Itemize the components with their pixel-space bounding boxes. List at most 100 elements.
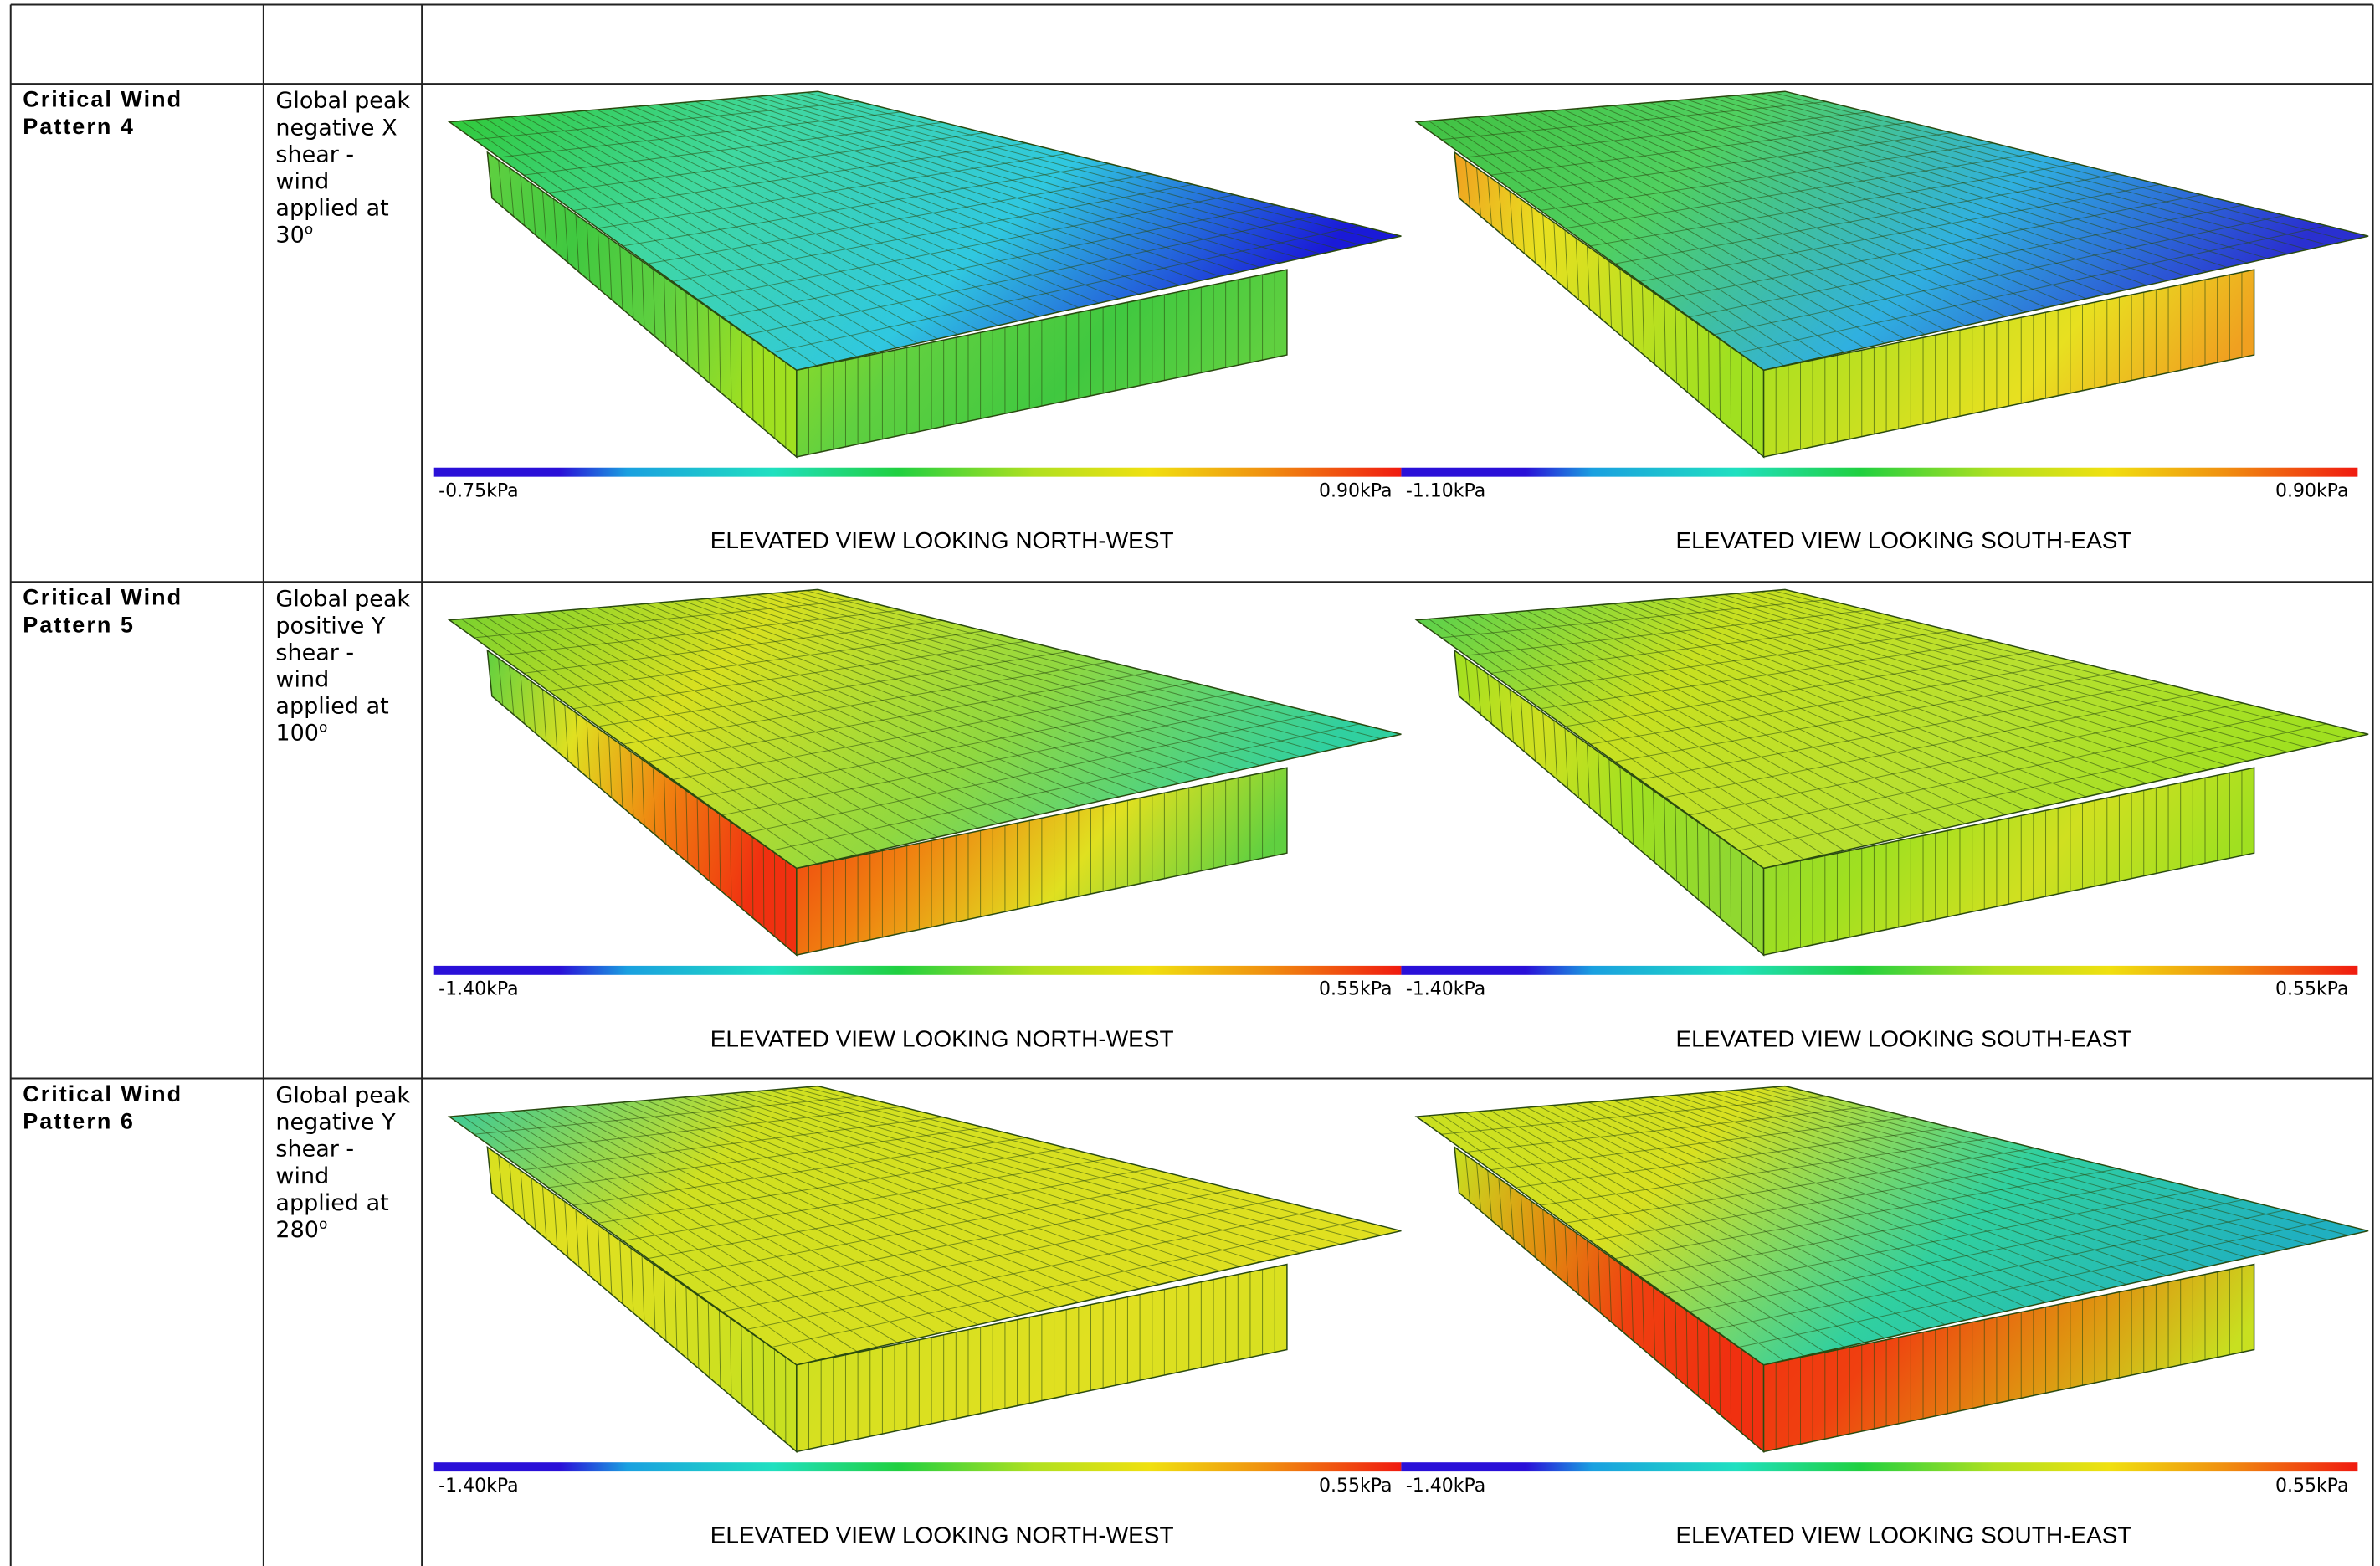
wall-line: [586, 1217, 591, 1276]
roof-line: [621, 107, 1080, 308]
colorbar: [1401, 965, 2358, 975]
roof-line: [1637, 103, 2127, 290]
wall-line: [1575, 238, 1580, 300]
roof-line: [719, 1093, 1240, 1267]
wall-line: [1475, 1163, 1482, 1212]
roof-line: [1539, 609, 1966, 824]
wall-line: [1475, 665, 1482, 715]
wall-line: [531, 183, 536, 235]
wall-line: [1575, 736, 1580, 798]
wall-line: [1696, 323, 1700, 402]
roof-line: [707, 100, 1220, 277]
roof-line: [1551, 110, 1986, 321]
roof-line: [1551, 608, 1986, 820]
wall-line: [1520, 1194, 1526, 1249]
wall-line: [718, 316, 721, 393]
wall-line: [1719, 339, 1721, 420]
wall-line: [564, 705, 569, 762]
wall-line: [498, 658, 504, 706]
roof-line: [744, 97, 1281, 264]
roof-line: [1674, 598, 2188, 775]
description-line: 280o: [275, 1216, 327, 1243]
roof-line: [756, 593, 1301, 757]
roof-line: [744, 595, 1281, 762]
wall-line: [630, 751, 634, 817]
roof-line: [1526, 610, 1946, 829]
roof-line: [1490, 614, 1885, 842]
roof-line: [731, 596, 1260, 767]
roof-line: [1699, 596, 2228, 767]
roof-line: [645, 105, 1120, 300]
wall-line: [1598, 1248, 1602, 1313]
wall-line: [741, 331, 743, 411]
roof-line: [731, 98, 1260, 268]
wall-line: [1696, 1317, 1700, 1397]
wall-line: [741, 829, 743, 909]
roof-line: [1649, 600, 2147, 784]
roof-line: [559, 610, 978, 829]
roof-line: [781, 592, 1341, 748]
roof-line: [1428, 120, 1784, 367]
wall-line: [1664, 300, 1667, 374]
roof-line: [1736, 1090, 2288, 1250]
roof-line: [1747, 1088, 2308, 1245]
wall-line: [1487, 1170, 1493, 1221]
wall-line: [1619, 767, 1623, 835]
roof-line: [1723, 593, 2268, 757]
wall-line: [1464, 160, 1471, 208]
wall-line: [509, 665, 515, 715]
roof-line: [608, 606, 1059, 811]
roof-line: [1699, 1092, 2228, 1263]
wall-line: [751, 837, 754, 918]
wall-line: [1553, 1217, 1558, 1276]
roof-line: [1563, 1104, 2006, 1312]
roof-line: [1736, 95, 2288, 254]
wall-line: [541, 191, 547, 244]
roof-line: [584, 1105, 1019, 1317]
wall-line: [1542, 712, 1547, 771]
roof-line: [1477, 116, 1865, 348]
roof-line: [695, 100, 1200, 281]
wall-line: [553, 696, 558, 752]
wall-line: [608, 736, 613, 798]
roof-line: [1674, 100, 2188, 277]
wall-line: [718, 814, 721, 891]
wall-line: [1531, 1201, 1536, 1258]
wall-line: [1553, 222, 1558, 282]
roof-line: [1772, 590, 2349, 740]
roof-line: [719, 597, 1240, 771]
wall-line: [1464, 1154, 1471, 1203]
wall-line: [541, 689, 547, 743]
roof-line: [572, 111, 998, 326]
roof-line: [633, 1101, 1100, 1299]
degree-sign: o: [319, 720, 327, 737]
roof-line: [498, 1112, 878, 1348]
colorbar-max: 0.90kPa: [2275, 480, 2348, 501]
wall-line: [1630, 1271, 1634, 1341]
roof-line: [768, 1090, 1321, 1250]
wall-line: [1685, 814, 1689, 891]
roof-line: [1699, 98, 2228, 268]
wall-line: [1719, 1333, 1721, 1415]
roof-line: [1588, 107, 2046, 308]
roof-line: [559, 1106, 978, 1326]
wall-line: [1464, 658, 1471, 706]
wall-line: [664, 1271, 667, 1341]
roof-line: [1563, 109, 2006, 317]
wall-line: [1708, 331, 1711, 411]
roof-line: [695, 1096, 1200, 1276]
roof-line: [596, 607, 1039, 815]
wall-line: [718, 1310, 721, 1388]
wall-line: [1708, 829, 1711, 909]
roof-line: [1576, 606, 2026, 811]
view-label: ELEVATED VIEW LOOKING SOUTH-EAST: [1675, 1522, 2131, 1548]
view-label: ELEVATED VIEW LOOKING NORTH-WEST: [710, 527, 1174, 553]
pattern-title: Pattern 5: [23, 612, 135, 637]
colorbar-max: 0.55kPa: [1319, 1476, 1392, 1497]
wall-line: [553, 1194, 558, 1249]
roof-line: [1747, 592, 2308, 748]
description-line: Global peak: [275, 586, 410, 612]
pattern-title: Pattern 4: [23, 114, 135, 139]
roof-line: [1711, 97, 2248, 264]
roof-line: [498, 615, 878, 851]
